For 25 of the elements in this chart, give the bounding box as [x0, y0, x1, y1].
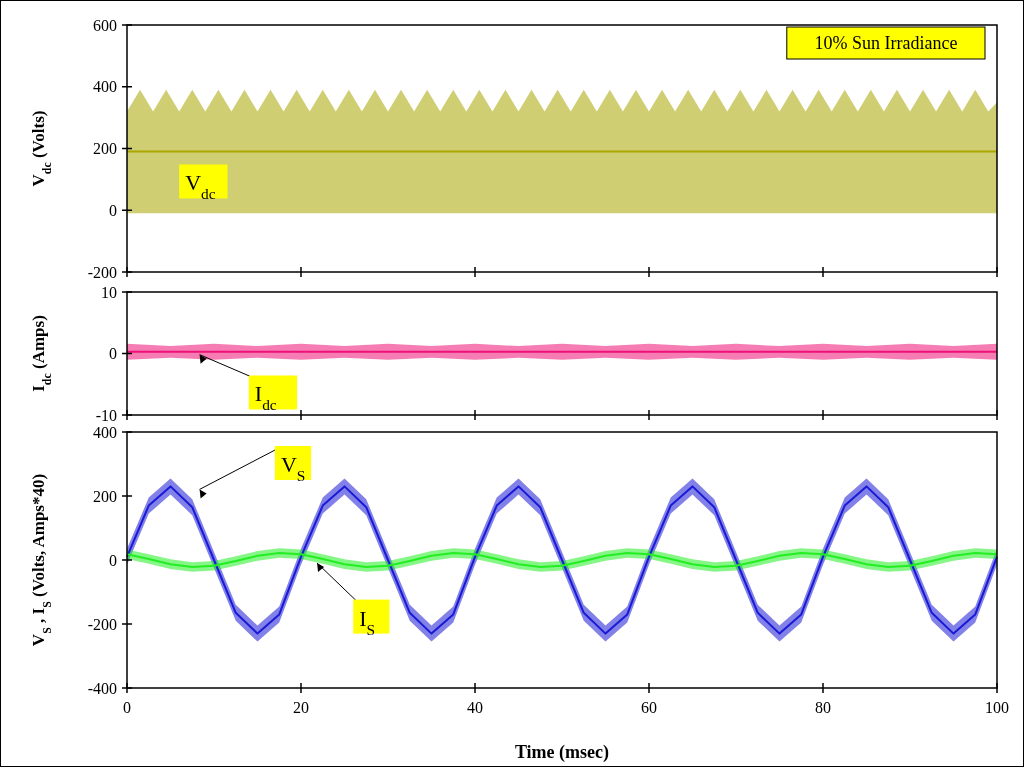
x-tick-label: 20	[293, 699, 309, 716]
y-tick-label: 0	[109, 345, 117, 363]
x-tick-label: 100	[985, 699, 1009, 716]
y-tick-label: 400	[93, 423, 117, 441]
y-tick-label: -10	[95, 406, 117, 424]
y-tick-label: -200	[87, 263, 117, 281]
y-tick-label: 0	[109, 551, 117, 569]
y-tick-label: -200	[87, 615, 117, 633]
y-tick-label: 10	[101, 283, 117, 301]
series-label: V$_{dc}$	[185, 170, 216, 202]
y-tick-label: 600	[93, 16, 117, 34]
x-axis-title: Time (msec)	[514, 742, 610, 763]
annotation: 10% Sun Irradiance	[814, 33, 958, 53]
series-label: I$_{dc}$	[254, 381, 277, 413]
x-tick-label: 60	[641, 699, 657, 716]
series-label: I$_{S}$	[359, 605, 376, 638]
x-tick-label: 80	[815, 699, 831, 716]
x-tick-label: 40	[467, 699, 483, 716]
y-tick-label: 0	[109, 201, 117, 219]
y-tick-label: 200	[93, 140, 117, 158]
y-tick-label: -400	[87, 679, 117, 697]
y-tick-label: 400	[93, 78, 117, 96]
x-tick-label: 0	[123, 699, 131, 716]
y-tick-label: 200	[93, 487, 117, 505]
series-label: V$_{S}$	[280, 452, 306, 484]
